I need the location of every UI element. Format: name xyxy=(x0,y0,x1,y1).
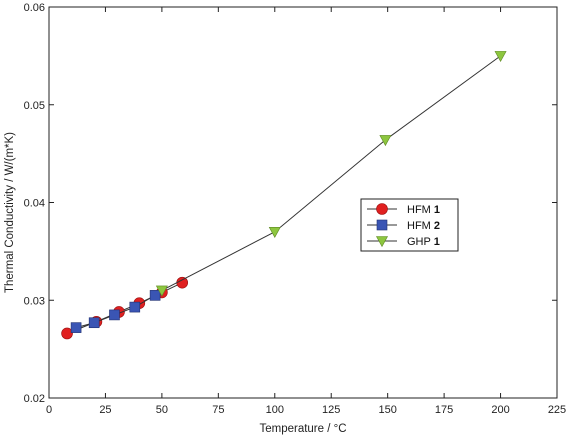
y-tick-label: 0.03 xyxy=(24,295,45,307)
legend-label: HFM 2 xyxy=(407,220,440,232)
data-point xyxy=(109,309,120,321)
x-tick-label: 100 xyxy=(266,404,284,416)
data-point xyxy=(155,285,168,297)
data-point xyxy=(494,51,507,62)
legend-item: HFM 2 xyxy=(367,219,440,232)
legend-marker xyxy=(376,203,388,215)
y-axis-label: Thermal Conductivity / W/(m*K) xyxy=(4,132,16,293)
legend-marker xyxy=(376,219,388,231)
data-point xyxy=(129,301,141,313)
x-tick-label: 175 xyxy=(435,404,453,416)
series-group xyxy=(61,51,507,340)
x-tick-label: 225 xyxy=(548,404,566,416)
plot-area xyxy=(48,6,558,399)
data-point xyxy=(61,327,73,340)
x-tick-label: 200 xyxy=(491,404,509,416)
x-tick-label: 150 xyxy=(378,404,396,416)
legend-item: GHP 1 xyxy=(367,236,440,248)
x-tick-label: 75 xyxy=(212,404,224,416)
legend-label-number: 1 xyxy=(434,236,440,248)
legend-label-text: GHP xyxy=(407,236,434,248)
legend-item: HFM 1 xyxy=(367,203,440,216)
legend-label-number: 1 xyxy=(434,204,440,216)
series-line xyxy=(161,55,501,291)
legend-label: HFM 1 xyxy=(407,204,440,216)
y-tick-label: 0.02 xyxy=(24,393,45,405)
x-axis-label: Temperature / °C xyxy=(259,423,346,435)
legend-label-text: HFM xyxy=(407,220,434,232)
series-ghp-1 xyxy=(155,51,507,297)
y-tick-label: 0.04 xyxy=(24,198,45,210)
data-point xyxy=(176,276,189,289)
x-tick-label: 0 xyxy=(46,404,52,416)
x-tick-label: 50 xyxy=(156,404,168,416)
legend-label: GHP 1 xyxy=(407,236,440,248)
series-hfm-2 xyxy=(70,290,161,333)
data-point xyxy=(149,290,161,301)
legend-label-number: 2 xyxy=(434,220,440,232)
x-tick-label: 25 xyxy=(99,404,111,416)
x-tick-label: 125 xyxy=(322,404,340,416)
legend-marker xyxy=(375,236,389,248)
data-point xyxy=(268,227,281,238)
data-point xyxy=(88,317,100,329)
tick-group: 0 25 50 75 100 125 150 175 200 225 0.02 0.03 0.04 0.0… xyxy=(24,2,567,416)
data-point xyxy=(379,135,392,147)
data-point xyxy=(70,322,82,333)
y-tick-label: 0.06 xyxy=(24,2,45,14)
y-tick-label: 0.05 xyxy=(24,100,45,112)
legend-label-text: HFM xyxy=(407,204,434,216)
